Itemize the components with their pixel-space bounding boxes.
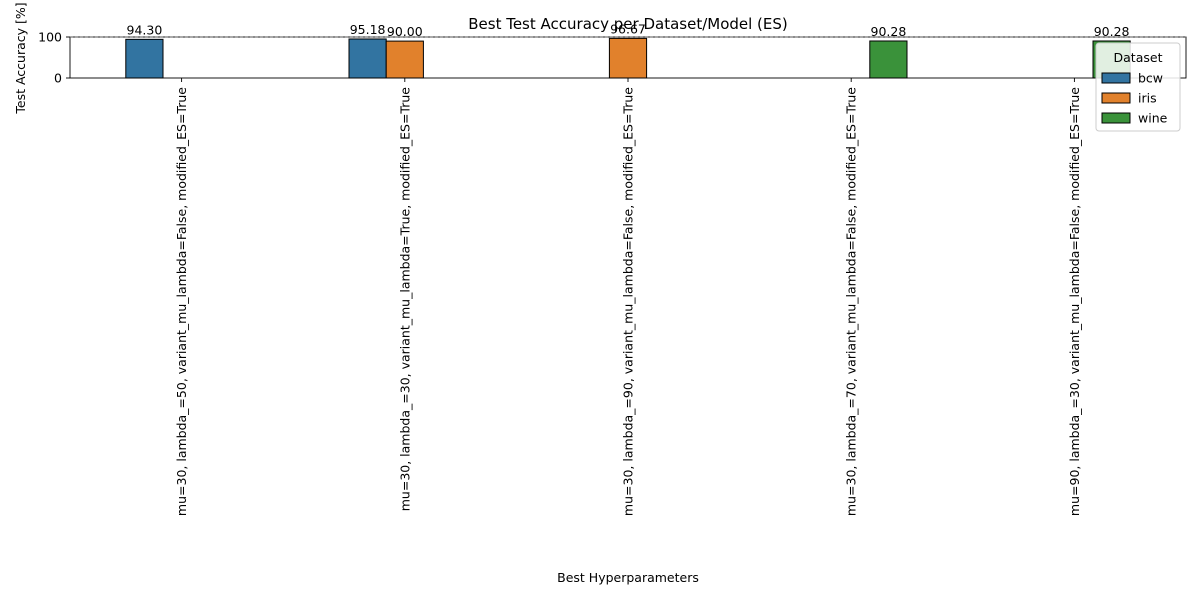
- y-tick-label: 100: [38, 30, 62, 45]
- x-tick-label: mu=30, lambda_=30, variant_mu_lambda=Tru…: [397, 87, 412, 512]
- legend-swatch-wine: [1101, 112, 1131, 124]
- legend-label-bcw: bcw: [1138, 71, 1163, 86]
- legend-swatch-bcw: [1101, 72, 1131, 84]
- legend-title: Dataset: [1114, 50, 1163, 65]
- legend-label-wine: wine: [1138, 111, 1168, 126]
- legend-label-iris: iris: [1138, 91, 1157, 106]
- bar-bcw: [125, 38, 164, 79]
- legend-box: [1095, 42, 1181, 132]
- chart-title: Best Test Accuracy per Dataset/Model (ES…: [468, 15, 788, 33]
- data-label: 90.28: [871, 24, 907, 39]
- x-tick-label: mu=90, lambda_=30, variant_mu_lambda=Fal…: [1067, 87, 1082, 516]
- bar-bcw: [348, 38, 387, 79]
- x-tick-label: mu=30, lambda_=70, variant_mu_lambda=Fal…: [844, 87, 859, 516]
- legend-swatch-iris: [1101, 92, 1131, 104]
- bar-iris: [608, 37, 648, 79]
- data-label: 90.00: [387, 24, 423, 39]
- x-tick-label: mu=30, lambda_=50, variant_mu_lambda=Fal…: [174, 87, 189, 516]
- y-tick-label: 0: [54, 71, 62, 86]
- data-label: 90.28: [1094, 24, 1130, 39]
- plot-area: 0 100 94.30 mu=30, lambda_=50, variant_mu_l…: [38, 21, 1187, 516]
- legend: Dataset bcw iris wine: [1095, 42, 1181, 132]
- data-label: 96.67: [610, 21, 646, 36]
- x-tick-label: mu=30, lambda_=90, variant_mu_lambda=Fal…: [621, 87, 636, 516]
- data-label: 94.30: [127, 22, 163, 37]
- bar-iris: [385, 40, 424, 79]
- x-axis-label: Best Hyperparameters: [557, 570, 699, 585]
- y-axis-label: Test Accuracy [%]: [13, 2, 28, 114]
- data-label: 95.18: [350, 22, 386, 37]
- bar-wine: [869, 40, 908, 79]
